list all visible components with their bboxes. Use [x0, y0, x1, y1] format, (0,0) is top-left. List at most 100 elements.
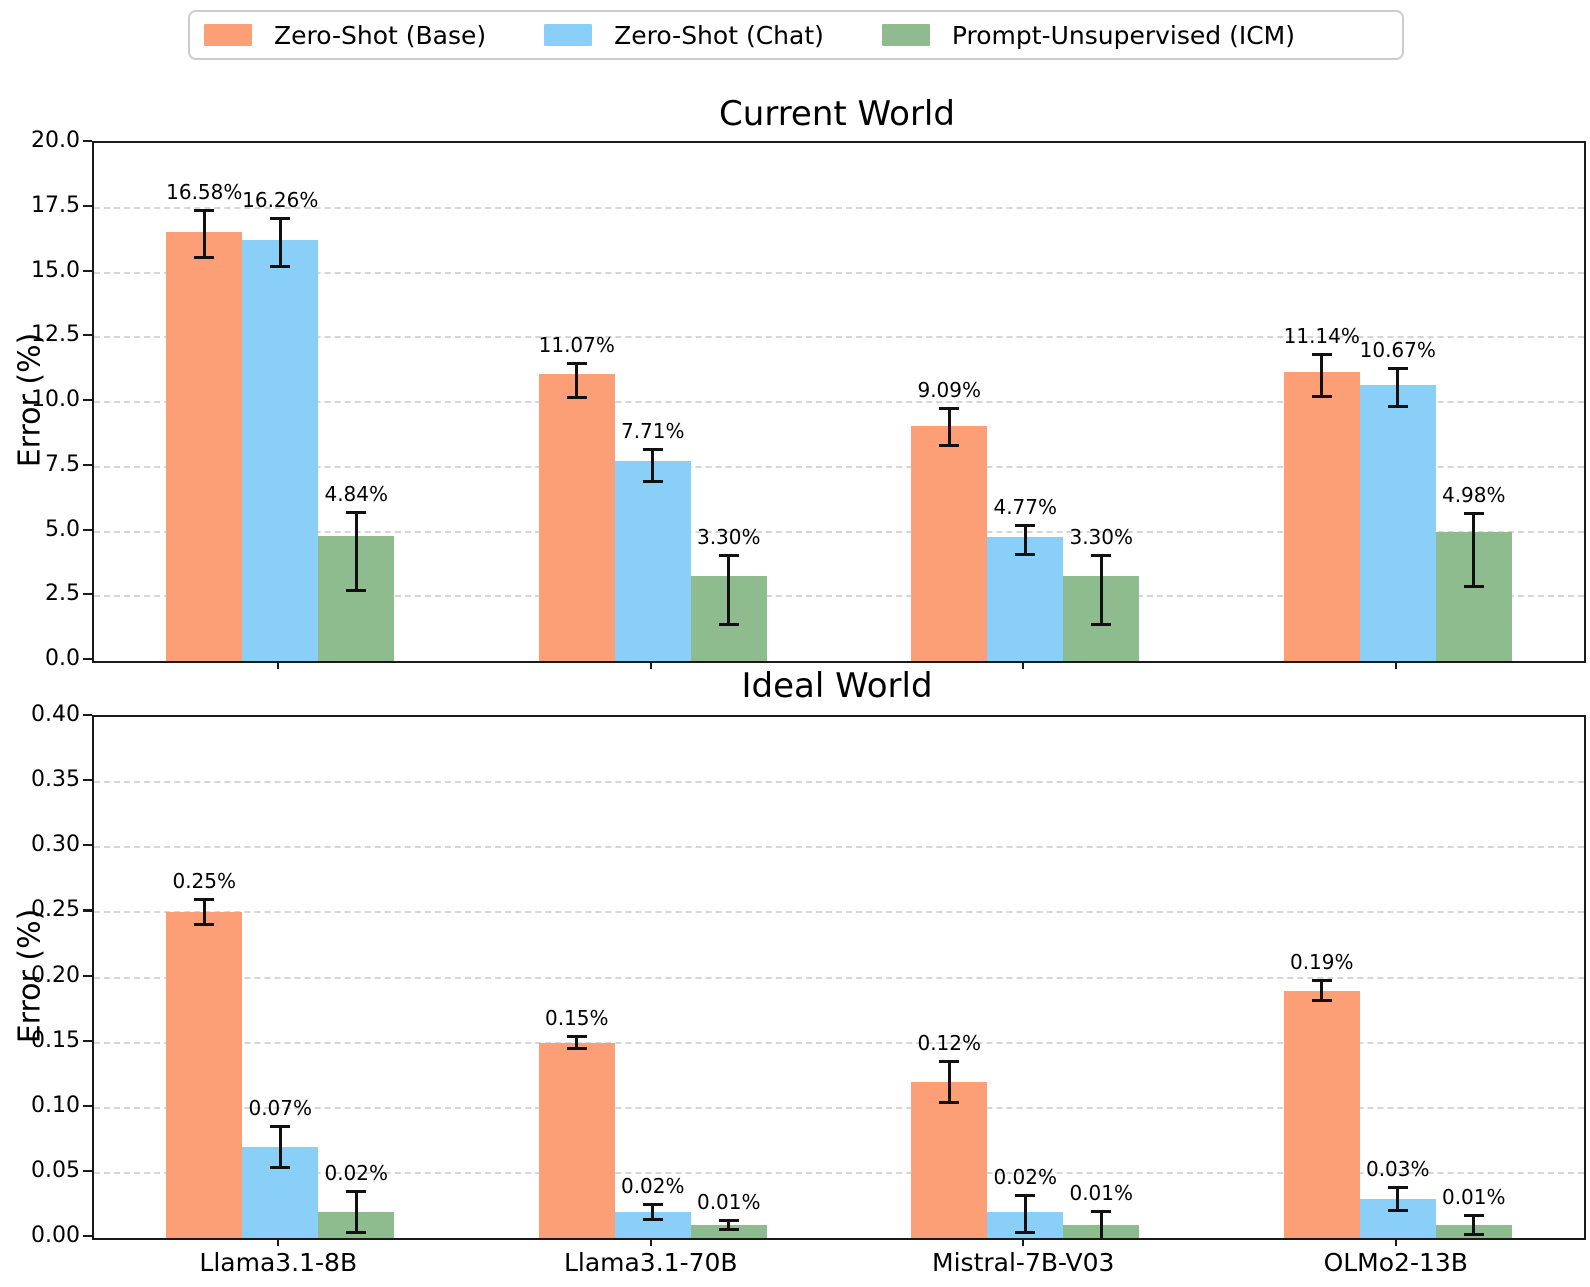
panel-title: Current World — [719, 94, 955, 134]
error-bar-cap — [270, 1124, 291, 1128]
bar — [166, 231, 243, 661]
y-tick-mark — [83, 658, 92, 661]
bar-value-label: 0.15% — [544, 1006, 609, 1031]
bar — [166, 912, 243, 1238]
y-tick-mark — [83, 1039, 92, 1042]
gridline — [94, 1106, 1584, 1109]
error-bar-cap — [1015, 524, 1036, 528]
y-tick-label: 0.15 — [31, 1027, 80, 1053]
error-bar-cap — [1463, 1213, 1484, 1217]
bar-value-label: 0.02% — [620, 1174, 685, 1199]
bar-value-label: 9.09% — [917, 378, 982, 403]
bar-value-label: 16.58% — [166, 180, 243, 205]
error-bar-cap — [346, 1190, 367, 1194]
error-bar — [1023, 1195, 1027, 1233]
bar — [1283, 990, 1360, 1238]
y-tick-mark — [83, 909, 92, 912]
error-bar-cap — [346, 1230, 367, 1234]
error-bar-cap — [1015, 1230, 1036, 1234]
error-bar — [354, 1191, 358, 1233]
legend-label: Zero-Shot (Base) — [274, 20, 487, 50]
bar-value-label: 7.71% — [620, 418, 685, 443]
error-bar-cap — [718, 1228, 739, 1232]
bar — [538, 374, 615, 661]
y-tick-label: 0.25 — [31, 897, 80, 923]
bar-value-label: 4.77% — [993, 495, 1058, 520]
error-bar — [947, 1060, 951, 1103]
error-bar-cap — [939, 1100, 960, 1104]
error-bar — [1472, 1214, 1476, 1236]
y-tick-mark — [83, 1235, 92, 1238]
bar — [690, 1224, 767, 1238]
error-bar — [727, 554, 731, 625]
y-tick-mark — [83, 269, 92, 272]
x-tick-mark — [1022, 661, 1025, 669]
gridline — [94, 271, 1584, 274]
gridline — [94, 206, 1584, 209]
error-bar — [1023, 525, 1027, 555]
bar-value-label: 10.67% — [1359, 338, 1436, 363]
bar-value-label: 0.01% — [696, 1189, 761, 1214]
legend-swatch-icon — [881, 24, 930, 46]
error-bar-cap — [1463, 512, 1484, 516]
bar-value-label: 16.26% — [242, 188, 319, 213]
y-tick-mark — [83, 463, 92, 466]
y-tick-label: 0.40 — [31, 702, 80, 727]
error-bar — [575, 1036, 579, 1050]
error-bar-cap — [1311, 998, 1332, 1002]
y-tick-label: 0.00 — [31, 1223, 80, 1248]
bar — [987, 537, 1064, 661]
bar-value-label: 11.07% — [538, 333, 615, 358]
error-bar — [727, 1219, 731, 1231]
error-bar-cap — [642, 480, 663, 484]
error-bar — [278, 1125, 282, 1168]
gridline — [94, 781, 1584, 784]
bar-value-label: 3.30% — [1069, 524, 1134, 549]
gridline — [94, 595, 1584, 598]
y-tick-label: 0.10 — [31, 1092, 80, 1118]
error-bar-cap — [718, 553, 739, 557]
panel-title: Ideal World — [741, 666, 933, 706]
error-bar-cap — [346, 589, 367, 593]
error-bar-cap — [1463, 585, 1484, 589]
y-tick-mark — [83, 844, 92, 847]
y-tick-label: 7.5 — [45, 451, 80, 477]
bar-value-label: 0.12% — [917, 1030, 982, 1055]
y-tick-mark — [83, 593, 92, 596]
error-bar-cap — [346, 511, 367, 515]
gridline — [94, 911, 1584, 914]
error-bar — [1320, 980, 1324, 1001]
error-bar — [1396, 1187, 1400, 1211]
y-tick-mark — [83, 974, 92, 977]
y-tick-mark — [83, 779, 92, 782]
legend-item: Zero-Shot (Base) — [204, 23, 486, 48]
error-bar-cap — [1387, 1186, 1408, 1190]
error-bar-cap — [1387, 405, 1408, 409]
x-tick-mark — [1022, 1238, 1025, 1246]
legend-label: Zero-Shot (Chat) — [614, 20, 824, 50]
error-bar-cap — [1463, 1233, 1484, 1237]
bar — [242, 239, 319, 661]
x-tick-mark — [1394, 661, 1397, 669]
x-tick-mark — [277, 1238, 280, 1246]
gridline — [94, 336, 1584, 339]
bar-value-label: 4.84% — [324, 482, 389, 507]
legend-swatch-icon — [204, 24, 252, 46]
error-bar — [1320, 354, 1324, 397]
error-bar-cap — [939, 407, 960, 411]
error-bar-cap — [1091, 553, 1112, 557]
bar-value-label: 3.30% — [696, 524, 761, 549]
x-tick-mark — [277, 661, 280, 669]
y-tick-mark — [83, 140, 92, 143]
y-tick-label: 17.5 — [31, 192, 80, 218]
y-tick-label: 20.0 — [31, 128, 80, 153]
x-category-label: Llama3.1-8B — [199, 1248, 358, 1277]
error-bar — [354, 512, 358, 592]
error-bar — [278, 218, 282, 268]
x-tick-mark — [649, 661, 652, 669]
error-bar-cap — [270, 265, 291, 269]
bar-value-label: 0.25% — [172, 869, 237, 894]
error-bar — [1396, 368, 1400, 408]
error-bar — [575, 363, 579, 399]
y-tick-label: 0.20 — [31, 962, 80, 988]
